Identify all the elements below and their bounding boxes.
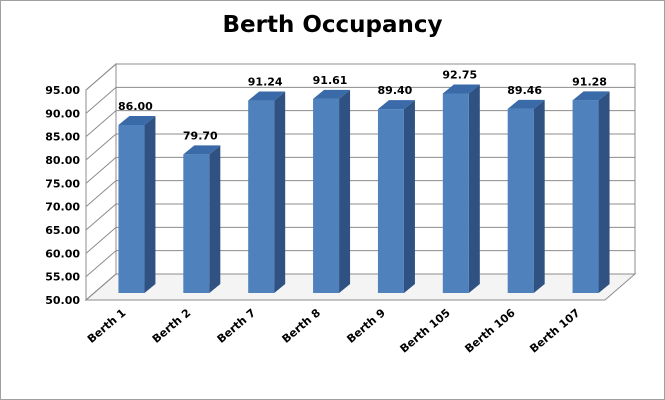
y-tick-label: 55.00 bbox=[45, 271, 80, 284]
x-tick-label: Berth 2 bbox=[150, 306, 193, 345]
x-tick-label: Berth 105 bbox=[398, 306, 453, 355]
x-tick-label: Berth 7 bbox=[215, 306, 258, 345]
bar bbox=[313, 89, 351, 293]
x-tick-label: Berth 9 bbox=[344, 306, 387, 345]
y-tick-label: 85.00 bbox=[45, 131, 80, 144]
data-label: 89.46 bbox=[507, 84, 542, 97]
y-tick-label: 80.00 bbox=[45, 154, 80, 167]
y-tick-label: 90.00 bbox=[45, 107, 80, 120]
y-tick-label: 70.00 bbox=[45, 201, 80, 214]
data-label: 91.61 bbox=[313, 74, 348, 87]
data-label: 86.00 bbox=[118, 100, 153, 113]
chart-title: Berth Occupancy bbox=[222, 12, 443, 38]
data-label: 91.24 bbox=[248, 76, 283, 89]
side-wall bbox=[85, 62, 117, 302]
bar bbox=[442, 84, 480, 293]
x-tick-label: Berth 1 bbox=[85, 306, 128, 345]
y-tick-label: 95.00 bbox=[45, 84, 80, 97]
y-tick-label: 60.00 bbox=[45, 247, 80, 260]
y-tick-label: 65.00 bbox=[45, 224, 80, 237]
bar bbox=[183, 145, 221, 293]
bar bbox=[118, 116, 156, 293]
data-label: 91.28 bbox=[572, 75, 607, 88]
floor bbox=[84, 273, 637, 301]
data-label: 92.75 bbox=[442, 69, 477, 82]
data-label: 79.70 bbox=[183, 129, 218, 142]
x-tick-label: Berth 106 bbox=[462, 306, 517, 355]
bar bbox=[248, 91, 286, 294]
gridline bbox=[85, 63, 635, 91]
bar bbox=[572, 91, 610, 293]
bar bbox=[507, 99, 545, 293]
y-tick-label: 50.00 bbox=[45, 294, 80, 307]
bar bbox=[377, 100, 415, 293]
y-tick-label: 75.00 bbox=[45, 177, 80, 190]
x-tick-label: Berth 107 bbox=[527, 306, 582, 355]
data-label: 89.40 bbox=[378, 84, 413, 97]
x-tick-label: Berth 8 bbox=[280, 306, 323, 345]
